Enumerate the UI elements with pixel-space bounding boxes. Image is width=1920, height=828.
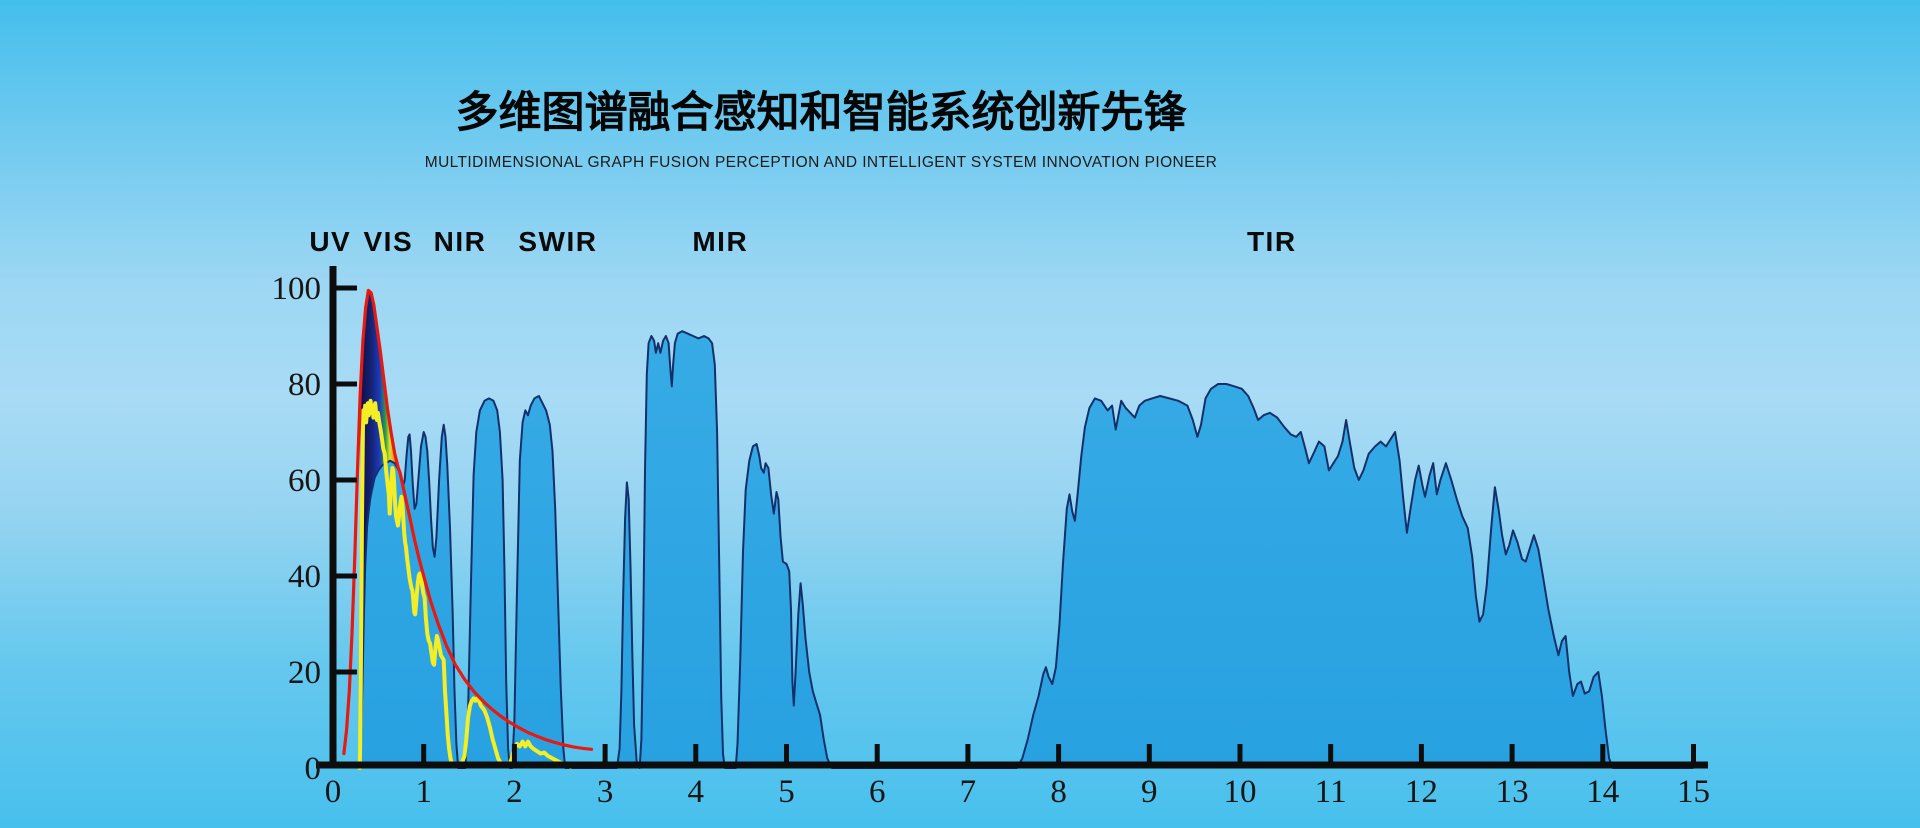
band-label-uv: UV [309, 226, 351, 257]
x-tick-label: 4 [688, 774, 705, 810]
x-tick-label: 2 [506, 774, 523, 810]
page-subtitle: MULTIDIMENSIONAL GRAPH FUSION PERCEPTION… [424, 154, 1218, 171]
x-tick-label: 9 [1141, 774, 1158, 810]
band-label-vis: VIS [364, 226, 414, 257]
y-tick-label: 20 [288, 655, 321, 691]
y-tick-label: 60 [288, 463, 321, 499]
x-tick-label: 12 [1405, 774, 1438, 810]
band-label-mir: MIR [692, 226, 748, 257]
y-tick-label: 100 [272, 271, 322, 307]
page-title: 多维图谱融合感知和智能系统创新先锋 [455, 89, 1187, 137]
title-block: 多维图谱融合感知和智能系统创新先锋 MULTIDIMENSIONAL GRAPH… [0, 78, 1642, 172]
x-tick-label: 13 [1496, 774, 1529, 810]
transmission-outline [356, 330, 1694, 769]
band-label-tir: TIR [1247, 226, 1297, 257]
x-tick-label: 1 [415, 774, 432, 810]
x-tick-label: 14 [1586, 774, 1619, 810]
x-tick-label: 10 [1224, 774, 1257, 810]
x-tick-label: 11 [1315, 774, 1347, 810]
x-tick-label: 0 [325, 774, 342, 810]
blackbody-curve [342, 288, 594, 756]
transmission-area [357, 331, 1694, 768]
x-tick-label: 3 [597, 774, 614, 810]
y-tick-label: 0 [305, 751, 322, 787]
x-tick-label: 6 [869, 774, 886, 810]
band-label-nir: NIR [434, 226, 487, 257]
x-tick-label: 8 [1050, 774, 1067, 810]
x-tick-label: 15 [1677, 774, 1710, 810]
y-tick-label: 80 [288, 367, 321, 403]
solar-curve [357, 398, 573, 770]
y-tick-label: 40 [288, 559, 321, 595]
x-tick-label: 5 [778, 774, 795, 810]
x-tick-label: 7 [960, 774, 977, 810]
band-label-swir: SWIR [518, 226, 597, 257]
